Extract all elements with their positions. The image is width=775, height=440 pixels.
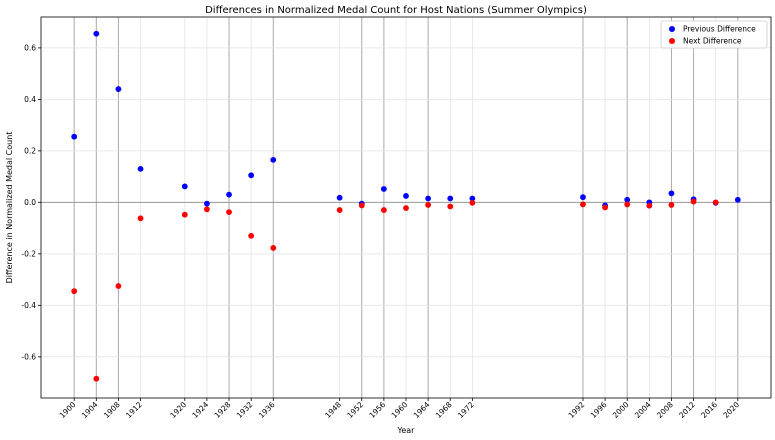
x-tick-label: 2012 [677,400,697,420]
y-tick-label: -0.4 [21,301,36,310]
legend-label-previous-difference: Previous Difference [683,25,756,34]
previous-difference-point-1932 [248,172,255,179]
y-tick-label: 0.2 [24,147,36,156]
y-tick-label: 0.0 [24,198,36,207]
x-tick-label: 1992 [567,400,587,420]
next-difference-point-2012 [690,198,697,205]
y-tick-label: 0.4 [24,95,36,104]
previous-difference-point-2020 [734,196,741,203]
x-tick-label: 2004 [633,400,653,420]
x-tick-label: 2008 [655,400,675,420]
next-difference-point-1900 [71,288,78,295]
previous-difference-point-1964 [425,195,432,202]
next-difference-point-1920 [181,211,188,218]
x-tick-label: 1908 [102,400,122,420]
x-tick-label: 1956 [367,400,387,420]
next-difference-point-1908 [115,283,122,289]
previous-difference-point-1912 [137,165,144,172]
x-tick-label: 2016 [699,400,719,420]
previous-difference-point-2000 [624,196,631,203]
next-difference-point-1960 [403,205,409,211]
next-difference-point-1932 [248,232,255,239]
legend-box [660,20,768,49]
next-difference-point-1964 [425,202,432,208]
next-difference-point-1972 [469,199,476,206]
x-tick-label: 1920 [168,400,188,420]
x-tick-label: 1960 [390,400,410,420]
next-difference-point-1952 [358,202,365,209]
previous-difference-point-1924 [204,200,210,207]
y-axis-label: Difference in Normalized Medal Count [5,132,14,284]
previous-difference-point-1992 [580,194,586,201]
x-tick-label: 1964 [412,400,432,420]
next-difference-point-2004 [646,202,653,209]
previous-difference-point-1920 [181,183,188,190]
x-tick-label: 1952 [345,400,365,420]
x-tick-label: 1912 [124,400,144,420]
x-tick-label: 1928 [213,400,233,420]
next-difference-point-1904 [93,375,100,382]
x-tick-label: 1996 [589,400,609,420]
next-difference-point-1912 [137,215,144,222]
previous-difference-point-2008 [668,190,675,197]
previous-difference-point-1908 [115,86,122,92]
y-tick-label: -0.6 [21,353,36,362]
x-tick-label: 1936 [257,400,277,420]
next-difference-point-2000 [624,201,631,208]
x-tick-label: 1900 [58,400,78,420]
next-difference-point-2008 [668,202,675,208]
y-tick-label: -0.2 [21,250,36,259]
previous-difference-point-1936 [270,156,277,163]
legend-marker-previous-difference [669,26,675,32]
previous-difference-point-1900 [71,133,78,140]
next-difference-point-2016 [712,199,719,206]
next-difference-point-1936 [270,245,277,251]
x-tick-label: 1948 [323,400,343,420]
legend: Previous Difference Next Difference [660,20,768,49]
previous-difference-point-1968 [447,195,454,202]
next-difference-point-1992 [580,201,586,208]
x-tick-label: 1904 [80,400,100,420]
legend-label-next-difference: Next Difference [683,37,742,46]
next-difference-point-1996 [602,204,608,211]
x-tick-label: 1924 [190,400,210,420]
ticks-layer: 1900 1904 1908 1912 1920 1924 1928 1932 1936 1948… [21,44,741,420]
previous-difference-point-1956 [380,186,387,192]
next-difference-point-1968 [447,203,454,210]
x-tick-label: 1972 [456,400,476,420]
x-tick-label: 2020 [721,400,741,420]
next-difference-point-1924 [204,206,210,213]
previous-difference-point-1948 [336,194,343,201]
x-tick-label: 1932 [235,400,255,420]
next-difference-point-1928 [226,209,232,216]
next-difference-point-1948 [336,207,343,213]
x-tick-label: 2000 [611,400,631,420]
y-tick-label: 0.6 [24,44,36,53]
points-layer [71,30,741,382]
previous-difference-point-1972 [469,195,476,202]
previous-difference-point-1960 [403,193,409,199]
chart-title: Differences in Normalized Medal Count fo… [205,5,587,16]
x-tick-label: 1968 [434,400,454,420]
previous-difference-point-1928 [226,191,232,198]
next-difference-point-1956 [380,207,387,213]
legend-marker-next-difference [669,38,675,44]
x-axis-label: Year [397,426,416,435]
previous-difference-point-1904 [93,30,100,37]
